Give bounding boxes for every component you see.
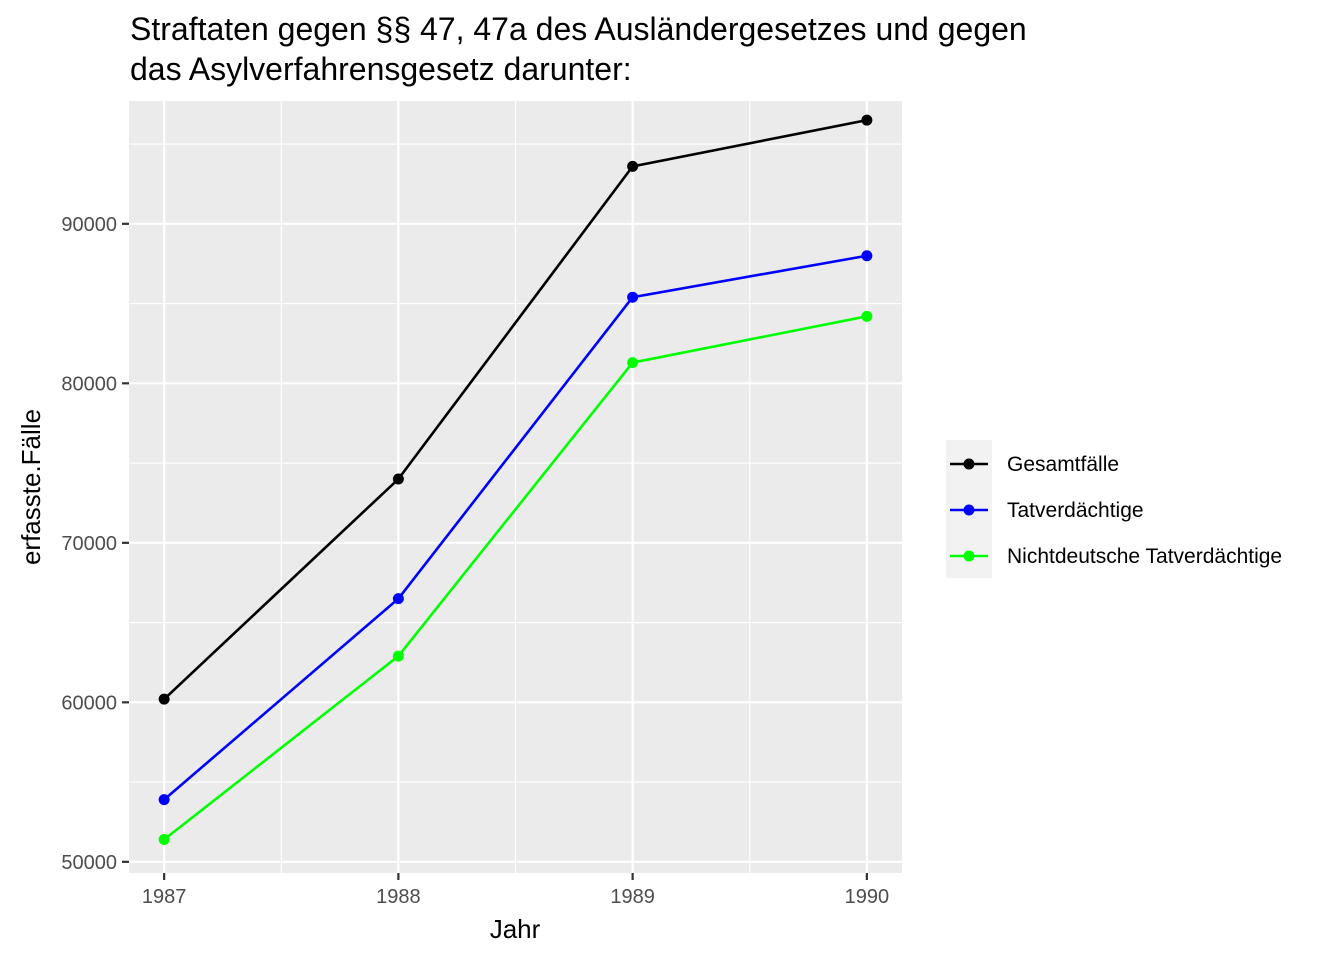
x-tick-label: 1990 bbox=[845, 886, 890, 908]
series-line-3 bbox=[163, 315, 868, 841]
y-tick-label: 50000 bbox=[61, 852, 117, 874]
legend-key-point bbox=[963, 504, 975, 516]
minor-gridlines bbox=[129, 101, 902, 873]
x-axis-title: Jahr bbox=[490, 914, 541, 944]
x-tick-label: 1988 bbox=[376, 886, 421, 908]
y-axis-title: erfasste.Fälle bbox=[16, 409, 46, 565]
series-line-1 bbox=[163, 118, 868, 701]
chart-title-line-2: das Asylverfahrensgesetz darunter: bbox=[130, 51, 632, 87]
y-tick-label: 70000 bbox=[61, 533, 117, 555]
x-tick-label: 1989 bbox=[610, 886, 655, 908]
y-tick-label: 60000 bbox=[61, 692, 117, 714]
data-point-series-1 bbox=[861, 114, 873, 126]
data-point-series-3 bbox=[158, 834, 170, 846]
data-point-series-1 bbox=[158, 693, 170, 705]
major-gridlines bbox=[129, 101, 902, 873]
data-point-series-2 bbox=[627, 291, 639, 303]
x-tick-label: 1987 bbox=[142, 886, 187, 908]
y-axis-ticks: 50000 60000 70000 80000 90000 bbox=[61, 214, 129, 874]
data-point-series-2 bbox=[861, 250, 873, 262]
legend-label: Tatverdächtige bbox=[1007, 499, 1144, 522]
legend-label: Nichtdeutsche Tatverdächtige bbox=[1007, 545, 1282, 568]
legend-label: Gesamtfälle bbox=[1007, 453, 1119, 476]
legend-key-point bbox=[963, 458, 975, 470]
series-layer bbox=[158, 114, 873, 846]
legend-key-point bbox=[963, 550, 975, 562]
y-tick-label: 80000 bbox=[61, 373, 117, 395]
series-line-2 bbox=[163, 254, 868, 801]
data-point-series-2 bbox=[158, 794, 170, 806]
data-point-series-3 bbox=[392, 650, 404, 662]
data-point-series-2 bbox=[392, 593, 404, 605]
data-point-series-3 bbox=[861, 310, 873, 322]
data-point-series-1 bbox=[392, 473, 404, 485]
data-point-series-1 bbox=[627, 160, 639, 172]
y-tick-label: 90000 bbox=[61, 214, 117, 236]
data-point-series-3 bbox=[627, 357, 639, 369]
chart-title-line-1: Straftaten gegen §§ 47, 47a des Auslände… bbox=[130, 11, 1027, 47]
legend: Gesamtfälle Tatverdächtige Nichtdeutsche T… bbox=[950, 453, 1282, 568]
x-axis-ticks: 1987 1988 1989 1990 bbox=[142, 873, 889, 908]
